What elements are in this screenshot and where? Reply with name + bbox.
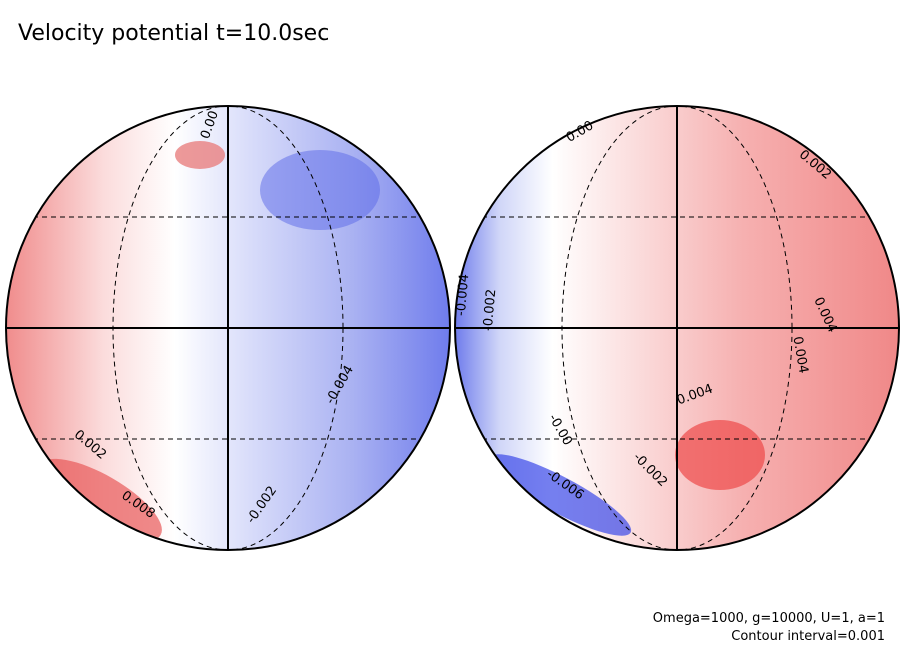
contour-label: -0.004 xyxy=(454,273,473,316)
title: Velocity potential t=10.0sec xyxy=(18,21,329,46)
contour-label: -0.002 xyxy=(481,288,500,331)
footer-note: Contour interval=0.001 xyxy=(731,629,885,644)
footer-note: Omega=1000, g=10000, U=1, a=1 xyxy=(653,611,885,626)
left-globe xyxy=(5,105,451,551)
right-globe xyxy=(454,105,900,551)
contour-label: 0.004 xyxy=(789,335,810,374)
